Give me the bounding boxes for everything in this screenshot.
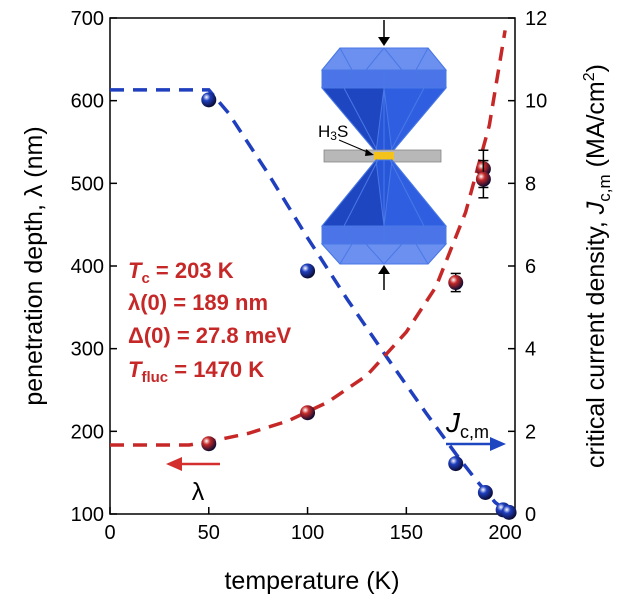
y-axis-left-title: penetration depth, λ (nm) <box>20 126 48 405</box>
y2-tick-label: 6 <box>525 256 536 278</box>
data-point-left <box>501 504 517 520</box>
anno-tc: Tc = 203 K <box>128 258 234 287</box>
jc-axis-arrow: Jc,m <box>445 407 506 451</box>
data-point-right <box>448 275 464 291</box>
top-diamond-icon <box>320 47 448 154</box>
y-axis-right-title: critical current density, Jc,m (MA/cm2) <box>581 64 614 468</box>
x-tick-label: 0 <box>104 522 115 544</box>
y-tick-label: 300 <box>71 339 104 361</box>
y2-tick-label: 4 <box>525 339 536 361</box>
data-point-left <box>448 456 464 472</box>
x-tick-label: 150 <box>390 522 423 544</box>
diamond-anvil-inset: H3S <box>318 20 448 290</box>
anno-tfluc: Tfluc = 1470 K <box>128 357 264 386</box>
y-tick-label: 200 <box>71 421 104 443</box>
data-point-right <box>201 436 217 452</box>
x-axis-ticks: 0 50 100 150 200 <box>104 507 522 544</box>
data-point-left <box>477 485 493 501</box>
sample <box>374 152 394 160</box>
y2-tick-label: 10 <box>525 91 547 113</box>
jc-arrow-label: Jc,m <box>445 407 489 442</box>
x-axis-title: temperature (K) <box>224 567 399 595</box>
y-tick-label: 100 <box>71 504 104 526</box>
y-tick-label: 400 <box>71 256 104 278</box>
fit-curve-left <box>110 88 513 516</box>
data-points <box>201 92 517 520</box>
anno-lambda0: λ(0) = 189 nm <box>128 290 268 315</box>
x-tick-label: 100 <box>291 522 324 544</box>
data-point-left <box>300 263 316 279</box>
data-point-left <box>201 92 217 108</box>
y2-tick-label: 12 <box>525 8 547 30</box>
x-tick-label: 200 <box>488 522 521 544</box>
y2-tick-label: 8 <box>525 173 536 195</box>
data-point-right <box>300 405 316 421</box>
inset-sample-label: H3S <box>318 122 348 143</box>
lambda-arrow-label: λ <box>192 478 205 506</box>
fit-parameters: Tc = 203 K λ(0) = 189 nm Δ(0) = 27.8 meV… <box>128 258 292 386</box>
y2-tick-label: 0 <box>525 504 536 526</box>
y-axis-right-ticks: 0 2 4 6 8 10 12 <box>508 8 547 526</box>
anno-delta0: Δ(0) = 27.8 meV <box>128 323 292 348</box>
y-axis-left-ticks: 100 200 300 400 500 600 700 <box>71 8 117 526</box>
y-tick-label: 700 <box>71 8 104 30</box>
lambda-axis-arrow: λ <box>166 457 220 506</box>
bottom-diamond-icon <box>320 158 448 265</box>
y2-tick-label: 2 <box>525 421 536 443</box>
y-tick-label: 600 <box>71 91 104 113</box>
y-tick-label: 500 <box>71 173 104 195</box>
x-tick-label: 50 <box>198 522 220 544</box>
data-point-right <box>475 171 491 187</box>
